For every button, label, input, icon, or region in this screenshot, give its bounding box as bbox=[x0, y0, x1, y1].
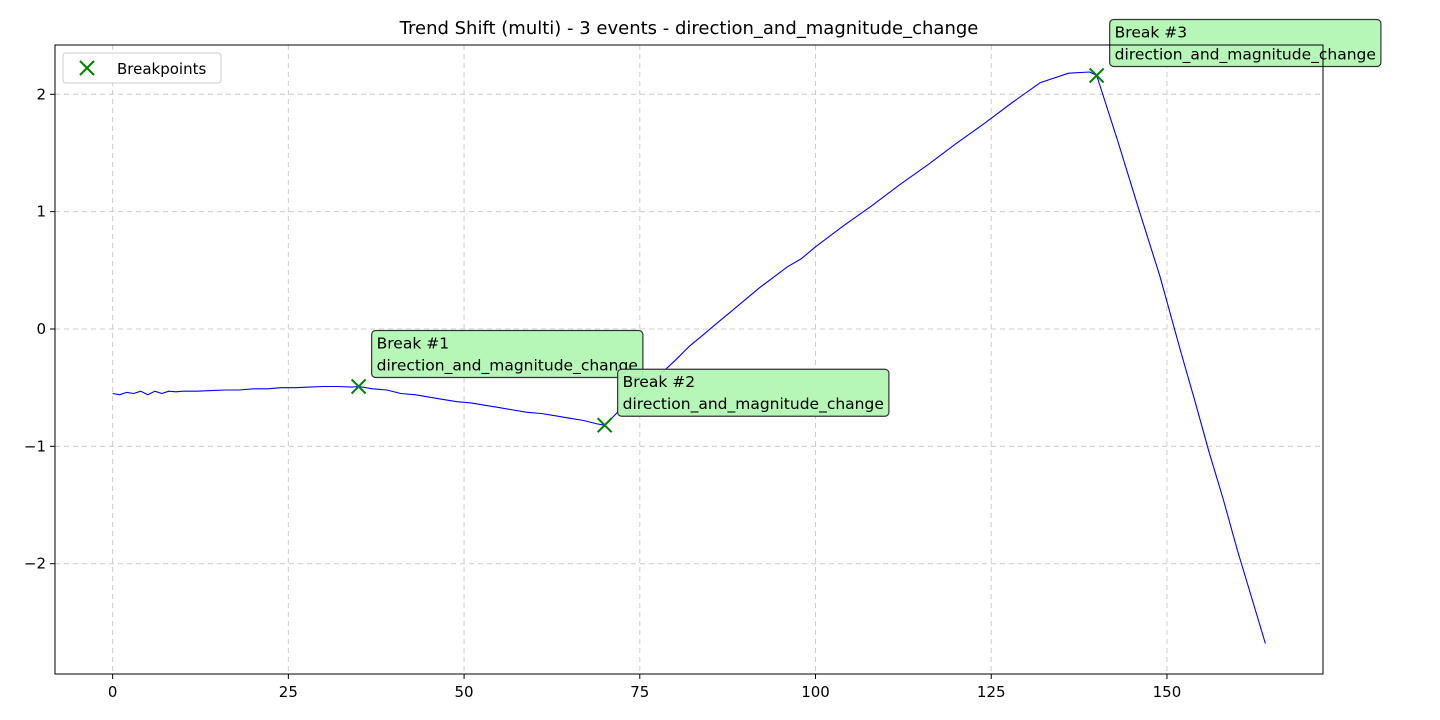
breakpoint-markers bbox=[350, 67, 1105, 433]
annotation-box bbox=[617, 368, 890, 417]
annotation-title: Break #2 bbox=[623, 373, 695, 391]
annotation-detail: direction_and_magnitude_change bbox=[623, 395, 884, 414]
series-layer bbox=[112, 71, 1266, 644]
annotation-title: Break #1 bbox=[377, 334, 449, 352]
plot-frame bbox=[54, 44, 1324, 675]
annotation-title: Break #3 bbox=[1115, 24, 1187, 42]
series-line bbox=[112, 71, 1266, 644]
legend-breakpoint-marker bbox=[79, 60, 95, 76]
annotation-detail: direction_and_magnitude_change bbox=[1115, 46, 1376, 65]
x-tick-label: 25 bbox=[279, 683, 298, 701]
breakpoint-annotation: Break #3 direction_and_magnitude_change bbox=[1109, 18, 1382, 68]
y-tick-label: −2 bbox=[24, 555, 46, 573]
y-tick-label: 1 bbox=[36, 203, 46, 221]
x-tick-label: 100 bbox=[801, 683, 830, 701]
x-tick-label: 75 bbox=[630, 683, 649, 701]
y-tick-label: 2 bbox=[36, 85, 46, 103]
legend-x-icon bbox=[79, 60, 95, 76]
breakpoint-marker bbox=[596, 417, 613, 433]
breakpoint-annotations: Break #1direction_and_magnitude_changeBr… bbox=[371, 18, 1382, 417]
y-tick-label: −1 bbox=[24, 437, 46, 455]
annotation-box bbox=[371, 329, 644, 379]
legend-label-breakpoints: Breakpoints bbox=[117, 60, 206, 78]
axis-ticks: 0 25 50 75 100 125 150 −2 −1 0 1 2 bbox=[24, 85, 1181, 701]
annotation-detail: direction_and_magnitude_change bbox=[377, 356, 638, 375]
breakpoint-annotation: Break #2 direction_and_magnitude_change bbox=[617, 368, 890, 417]
breakpoint-marker bbox=[1088, 67, 1105, 84]
breakpoint-annotation: Break #1 direction_and_magnitude_change bbox=[371, 329, 644, 379]
y-tick-label: 0 bbox=[36, 320, 46, 338]
grid bbox=[55, 45, 1323, 674]
x-tick-label: 50 bbox=[455, 683, 474, 701]
annotation-box bbox=[1109, 18, 1382, 68]
x-tick-label: 150 bbox=[1153, 683, 1182, 701]
legend: Breakpoints bbox=[62, 52, 222, 84]
breakpoint-marker bbox=[350, 378, 367, 395]
x-tick-label: 0 bbox=[108, 683, 118, 701]
x-tick-label: 125 bbox=[977, 683, 1006, 701]
legend-box bbox=[62, 52, 222, 84]
chart-title: Trend Shift (multi) - 3 events - directi… bbox=[399, 18, 979, 39]
